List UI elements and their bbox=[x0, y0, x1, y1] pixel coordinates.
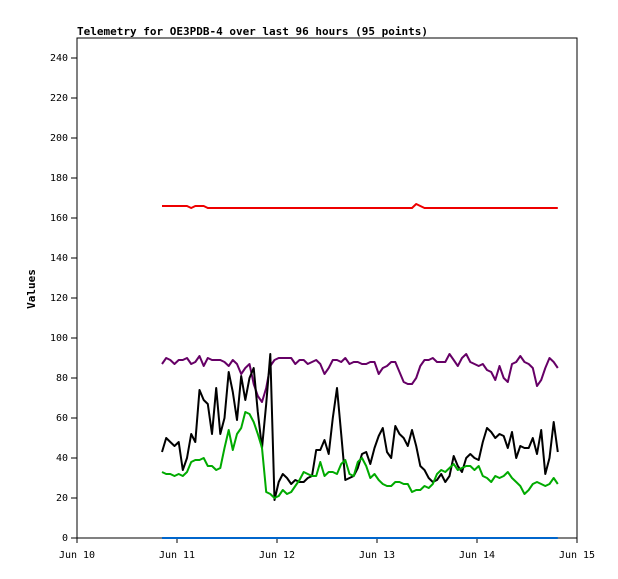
y-tick-label: 140 bbox=[50, 253, 68, 264]
series-line-2 bbox=[161, 353, 559, 403]
y-tick-label: 100 bbox=[50, 333, 68, 344]
x-tick-label: Jun 11 bbox=[159, 550, 195, 561]
y-tick-label: 240 bbox=[50, 53, 68, 64]
y-tick-label: 60 bbox=[56, 413, 68, 424]
y-tick-label: 80 bbox=[56, 373, 68, 384]
series-group bbox=[161, 203, 559, 539]
y-axis-label: Values bbox=[25, 269, 38, 309]
y-tick-label: 200 bbox=[50, 133, 68, 144]
y-tick-label: 220 bbox=[50, 93, 68, 104]
series-line-1 bbox=[162, 203, 558, 209]
y-tick-label: 160 bbox=[50, 213, 68, 224]
x-tick-label: Jun 15 bbox=[559, 550, 595, 561]
y-tick-label: 0 bbox=[62, 533, 68, 544]
x-tick-label: Jun 14 bbox=[459, 550, 495, 561]
x-axis-ticks: Jun 10 Jun 11 Jun 12 Jun 13 Jun 14 Jun 15 bbox=[59, 538, 595, 561]
x-tick-label: Jun 13 bbox=[359, 550, 395, 561]
y-tick-label: 180 bbox=[50, 173, 68, 184]
x-tick-label: Jun 12 bbox=[259, 550, 295, 561]
y-axis-ticks: 0 20 40 60 80 100 120 140 160 180 200 220 240 bbox=[50, 53, 77, 544]
x-tick-label: Jun 10 bbox=[59, 550, 95, 561]
y-tick-label: 40 bbox=[56, 453, 68, 464]
chart-title: Telemetry for OE3PDB-4 over last 96 hour… bbox=[77, 25, 428, 38]
y-tick-label: 120 bbox=[50, 293, 68, 304]
plot-frame bbox=[76, 37, 578, 539]
series-line-4 bbox=[161, 411, 559, 499]
y-tick-label: 20 bbox=[56, 493, 68, 504]
